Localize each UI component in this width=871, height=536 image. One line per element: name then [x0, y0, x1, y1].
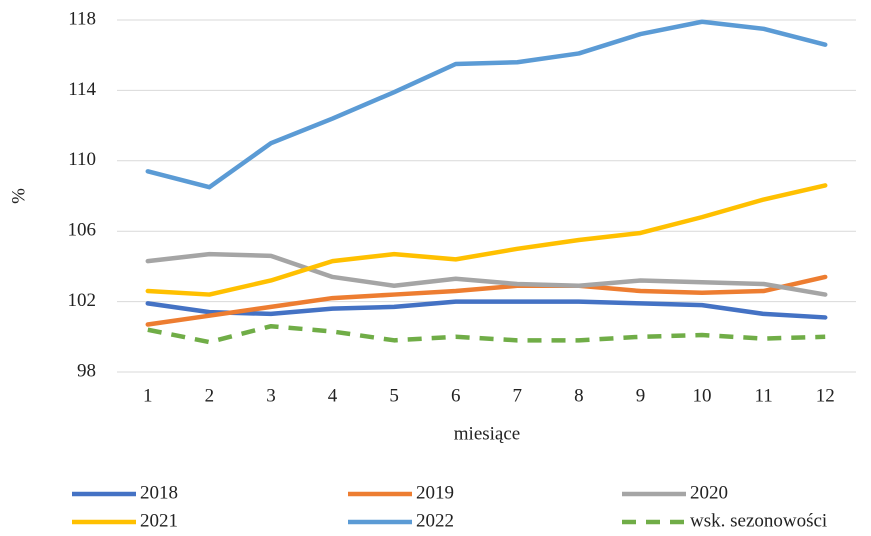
- x-tick-label: 7: [513, 385, 523, 406]
- series-line: [145, 299, 828, 320]
- series-line: [145, 274, 828, 327]
- legend-label: 2019: [416, 482, 454, 503]
- x-tick-label: 3: [266, 385, 276, 406]
- series-line: [145, 251, 828, 297]
- y-tick-label: 114: [68, 79, 96, 100]
- x-tick-label: 8: [574, 385, 584, 406]
- x-tick-label: 5: [389, 385, 399, 406]
- y-tick-label: 118: [68, 8, 96, 29]
- x-tick-label: 6: [451, 385, 461, 406]
- y-tick-label: 98: [77, 360, 96, 381]
- y-tick-label: 102: [68, 290, 97, 311]
- legend-label: wsk. sezonowości: [690, 510, 827, 531]
- legend-label: 2018: [140, 482, 178, 503]
- x-tick-label: 9: [636, 385, 646, 406]
- series-line: [145, 183, 828, 297]
- legend-label: 2022: [416, 510, 454, 531]
- x-tick-label: 1: [143, 385, 153, 406]
- x-tick-label: 2: [205, 385, 215, 406]
- series-line: [147, 323, 826, 345]
- y-axis-label: %: [8, 188, 29, 204]
- legend-label: 2020: [690, 482, 728, 503]
- y-tick-label: 106: [68, 220, 97, 241]
- series-line: [145, 19, 828, 190]
- x-axis-label: miesiące: [454, 423, 520, 444]
- y-tick-label: 110: [68, 149, 96, 170]
- x-tick-label: 4: [328, 385, 338, 406]
- x-tick-label: 10: [693, 385, 712, 406]
- x-tick-label: 12: [816, 385, 835, 406]
- legend-label: 2021: [140, 510, 178, 531]
- x-tick-label: 11: [754, 385, 772, 406]
